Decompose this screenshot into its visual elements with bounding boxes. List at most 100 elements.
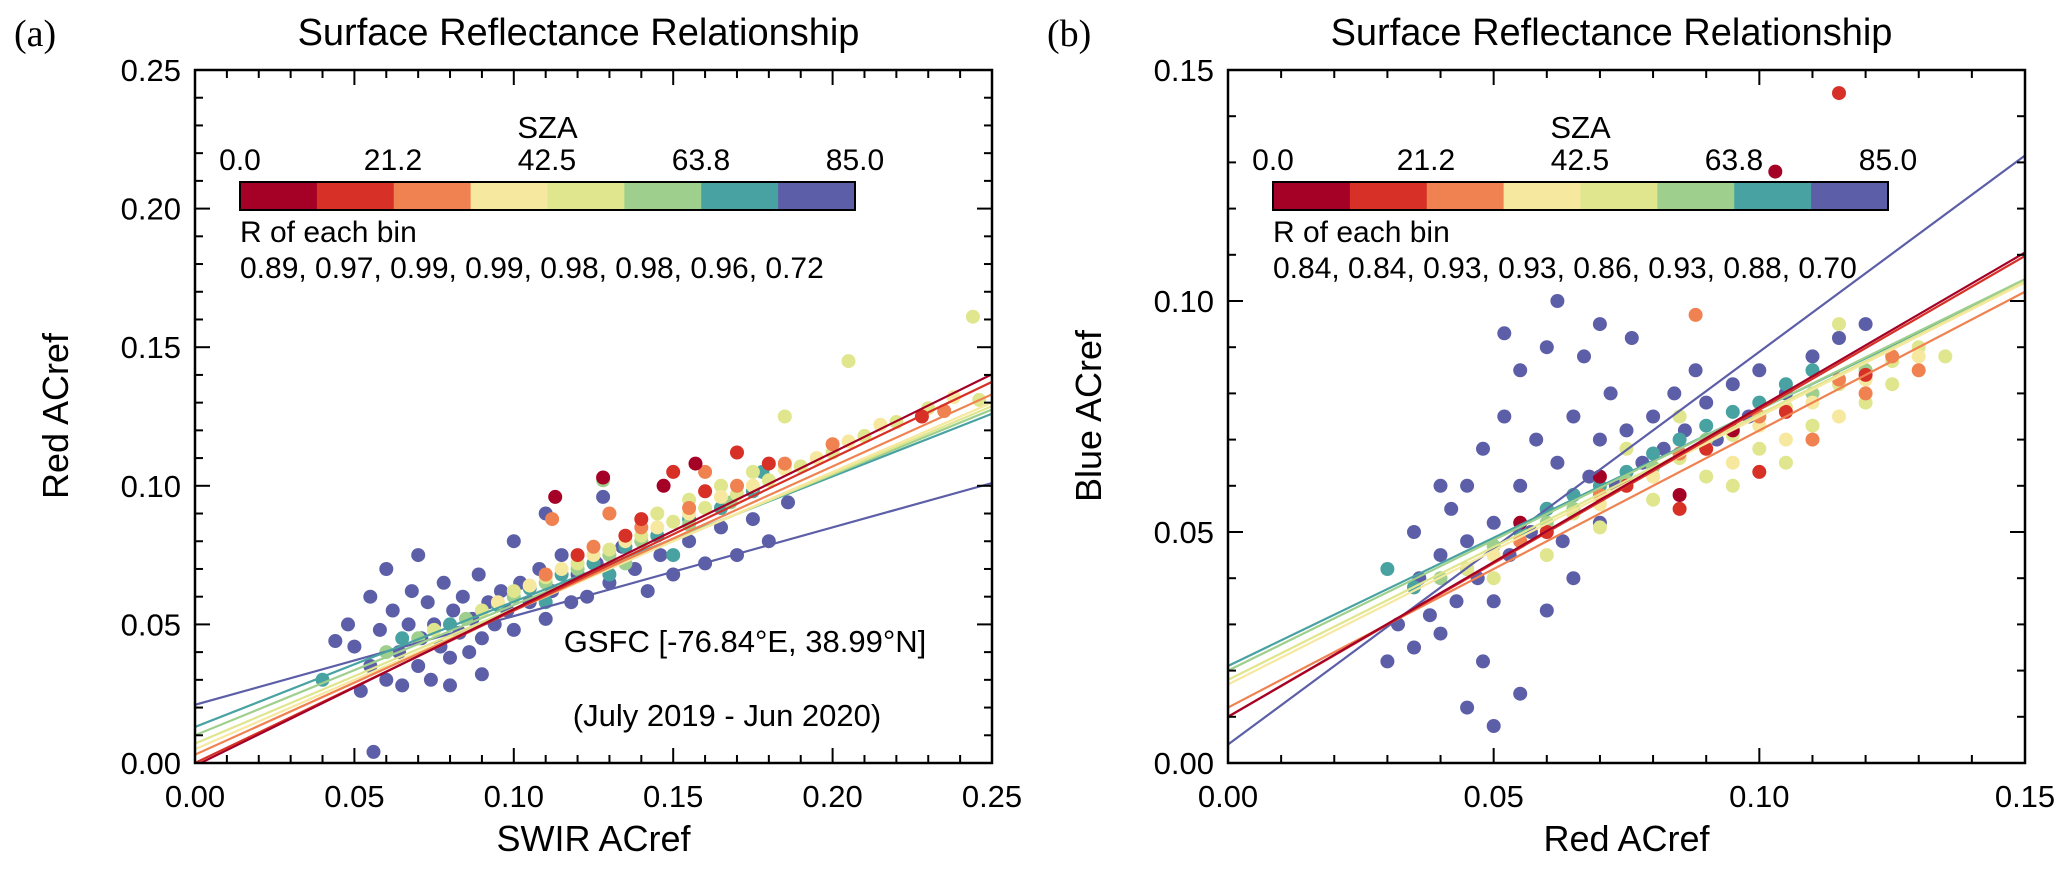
- scatter-point: [1619, 423, 1634, 438]
- scatter-point: [474, 667, 489, 682]
- scatter-point: [586, 539, 601, 554]
- colorbar-title-b: SZA: [1550, 110, 1611, 145]
- scatter-point: [1486, 594, 1501, 609]
- y-tick-label: 0.25: [121, 53, 181, 88]
- x-tick-label: 0.15: [1995, 779, 2055, 814]
- scatter-point: [395, 678, 410, 693]
- scatter-point: [1688, 363, 1703, 378]
- scatter-point: [1672, 432, 1687, 447]
- scatter-point: [1805, 349, 1820, 364]
- regression-line: [198, 373, 992, 763]
- scatter-point: [538, 611, 553, 626]
- scatter-point: [1699, 395, 1714, 410]
- colorbar-segment: [1503, 182, 1581, 210]
- y-tick-label: 0.10: [1154, 284, 1214, 319]
- x-tick-label: 0.05: [1463, 779, 1523, 814]
- scatter-point: [781, 495, 795, 510]
- colorbar-segment: [1426, 182, 1505, 210]
- x-tick-label: 0.25: [962, 779, 1022, 814]
- scatter-point: [1778, 377, 1793, 392]
- scatter-point: [656, 478, 671, 493]
- regression-line: [1228, 154, 2025, 746]
- scatter-point: [1911, 349, 1926, 364]
- scatter-point: [1646, 492, 1661, 507]
- scatter-point: [698, 501, 713, 515]
- colorbar-segment: [316, 182, 395, 210]
- panel-b: 0.00 0.05 0.10 0.15 0.00 0.05 0.10 0.15 (b) Sur…: [1033, 0, 2066, 880]
- scatter-point: [666, 464, 681, 479]
- scatter-point: [1486, 571, 1501, 586]
- scatter-point: [1407, 525, 1421, 539]
- scatter-point: [1444, 501, 1459, 516]
- scatter-point: [1725, 455, 1740, 470]
- scatter-point: [1460, 478, 1475, 493]
- scatter-point: [1672, 501, 1687, 516]
- scatter-point: [404, 584, 419, 599]
- scatter-point: [1529, 432, 1544, 447]
- scatter-point: [1778, 432, 1793, 447]
- x-tick-label: 0.10: [484, 779, 544, 814]
- scatter-point: [682, 501, 697, 515]
- regression-line: [1228, 251, 2025, 718]
- scatter-point: [1832, 86, 1846, 101]
- scatter-point: [446, 603, 461, 618]
- scatter-point: [1433, 626, 1448, 641]
- scatter-point: [522, 578, 537, 593]
- scatter-point: [688, 456, 703, 471]
- chart-title-b: Surface Reflectance Relationship: [1330, 12, 1893, 54]
- scatter-point: [1380, 654, 1395, 669]
- colorbar-tick-label: 63.8: [1704, 144, 1764, 177]
- scatter-point: [1624, 331, 1639, 345]
- scatter-point: [1550, 294, 1565, 308]
- colorbar-tick-label: 85.0: [1858, 144, 1918, 177]
- scatter-point: [366, 744, 381, 759]
- scatter-point: [1577, 349, 1591, 364]
- scatter-point: [714, 489, 728, 504]
- scatter-point: [420, 595, 435, 610]
- scatter-point: [570, 548, 585, 563]
- scatter-point: [1858, 386, 1873, 401]
- scatter-point: [1752, 363, 1767, 378]
- colorbar-segment: [1657, 182, 1735, 210]
- scatter-point: [1476, 441, 1490, 456]
- scatter-point: [1656, 441, 1671, 456]
- r-bin-label-a: R of each bin: [240, 216, 417, 249]
- scatter-point: [666, 514, 681, 529]
- plot-area: [1228, 86, 2025, 746]
- y-tick-label: 0.05: [1154, 515, 1214, 550]
- scatter-point: [1486, 515, 1501, 530]
- scatter-point: [353, 683, 368, 698]
- scatter-point: [545, 512, 560, 527]
- scatter-point: [730, 445, 744, 460]
- colorbar-segment: [1273, 182, 1351, 210]
- scatter-point: [1725, 404, 1740, 419]
- scatter-point: [714, 478, 728, 493]
- scatter-point: [1592, 469, 1607, 484]
- scatter-point: [1938, 349, 1953, 364]
- scatter-point: [1725, 377, 1740, 392]
- scatter-point: [471, 567, 486, 582]
- scatter-point: [443, 650, 457, 665]
- scatter-point: [682, 534, 697, 549]
- y-tick-label: 0.05: [121, 607, 181, 642]
- scatter-point: [1885, 377, 1900, 392]
- scatter-point: [1646, 446, 1661, 461]
- scatter-point: [401, 617, 416, 632]
- y-tick-label: 0.15: [121, 330, 181, 365]
- scatter-plot-a: 0.00 0.05 0.10 0.15 0.20 0.25 0.00 0.05 0.10 0.15…: [121, 53, 1023, 814]
- scatter-point: [761, 473, 776, 488]
- colorbar-segment: [1580, 182, 1658, 210]
- scatter-point: [455, 589, 470, 604]
- x-tick-label: 0.00: [165, 779, 225, 814]
- colorbar-segment: [701, 182, 779, 210]
- scatter-point: [596, 470, 611, 485]
- scatter-point: [1699, 418, 1714, 433]
- y-axis-label-b: Blue ACref: [1068, 329, 1109, 503]
- scatter-point: [1592, 520, 1607, 535]
- scatter-point: [1539, 548, 1554, 563]
- y-axis-label-a: Red ACref: [35, 332, 76, 500]
- scatter-point: [1858, 317, 1873, 332]
- colorbar-segment: [240, 182, 318, 210]
- panel-label-b: (b): [1047, 13, 1092, 55]
